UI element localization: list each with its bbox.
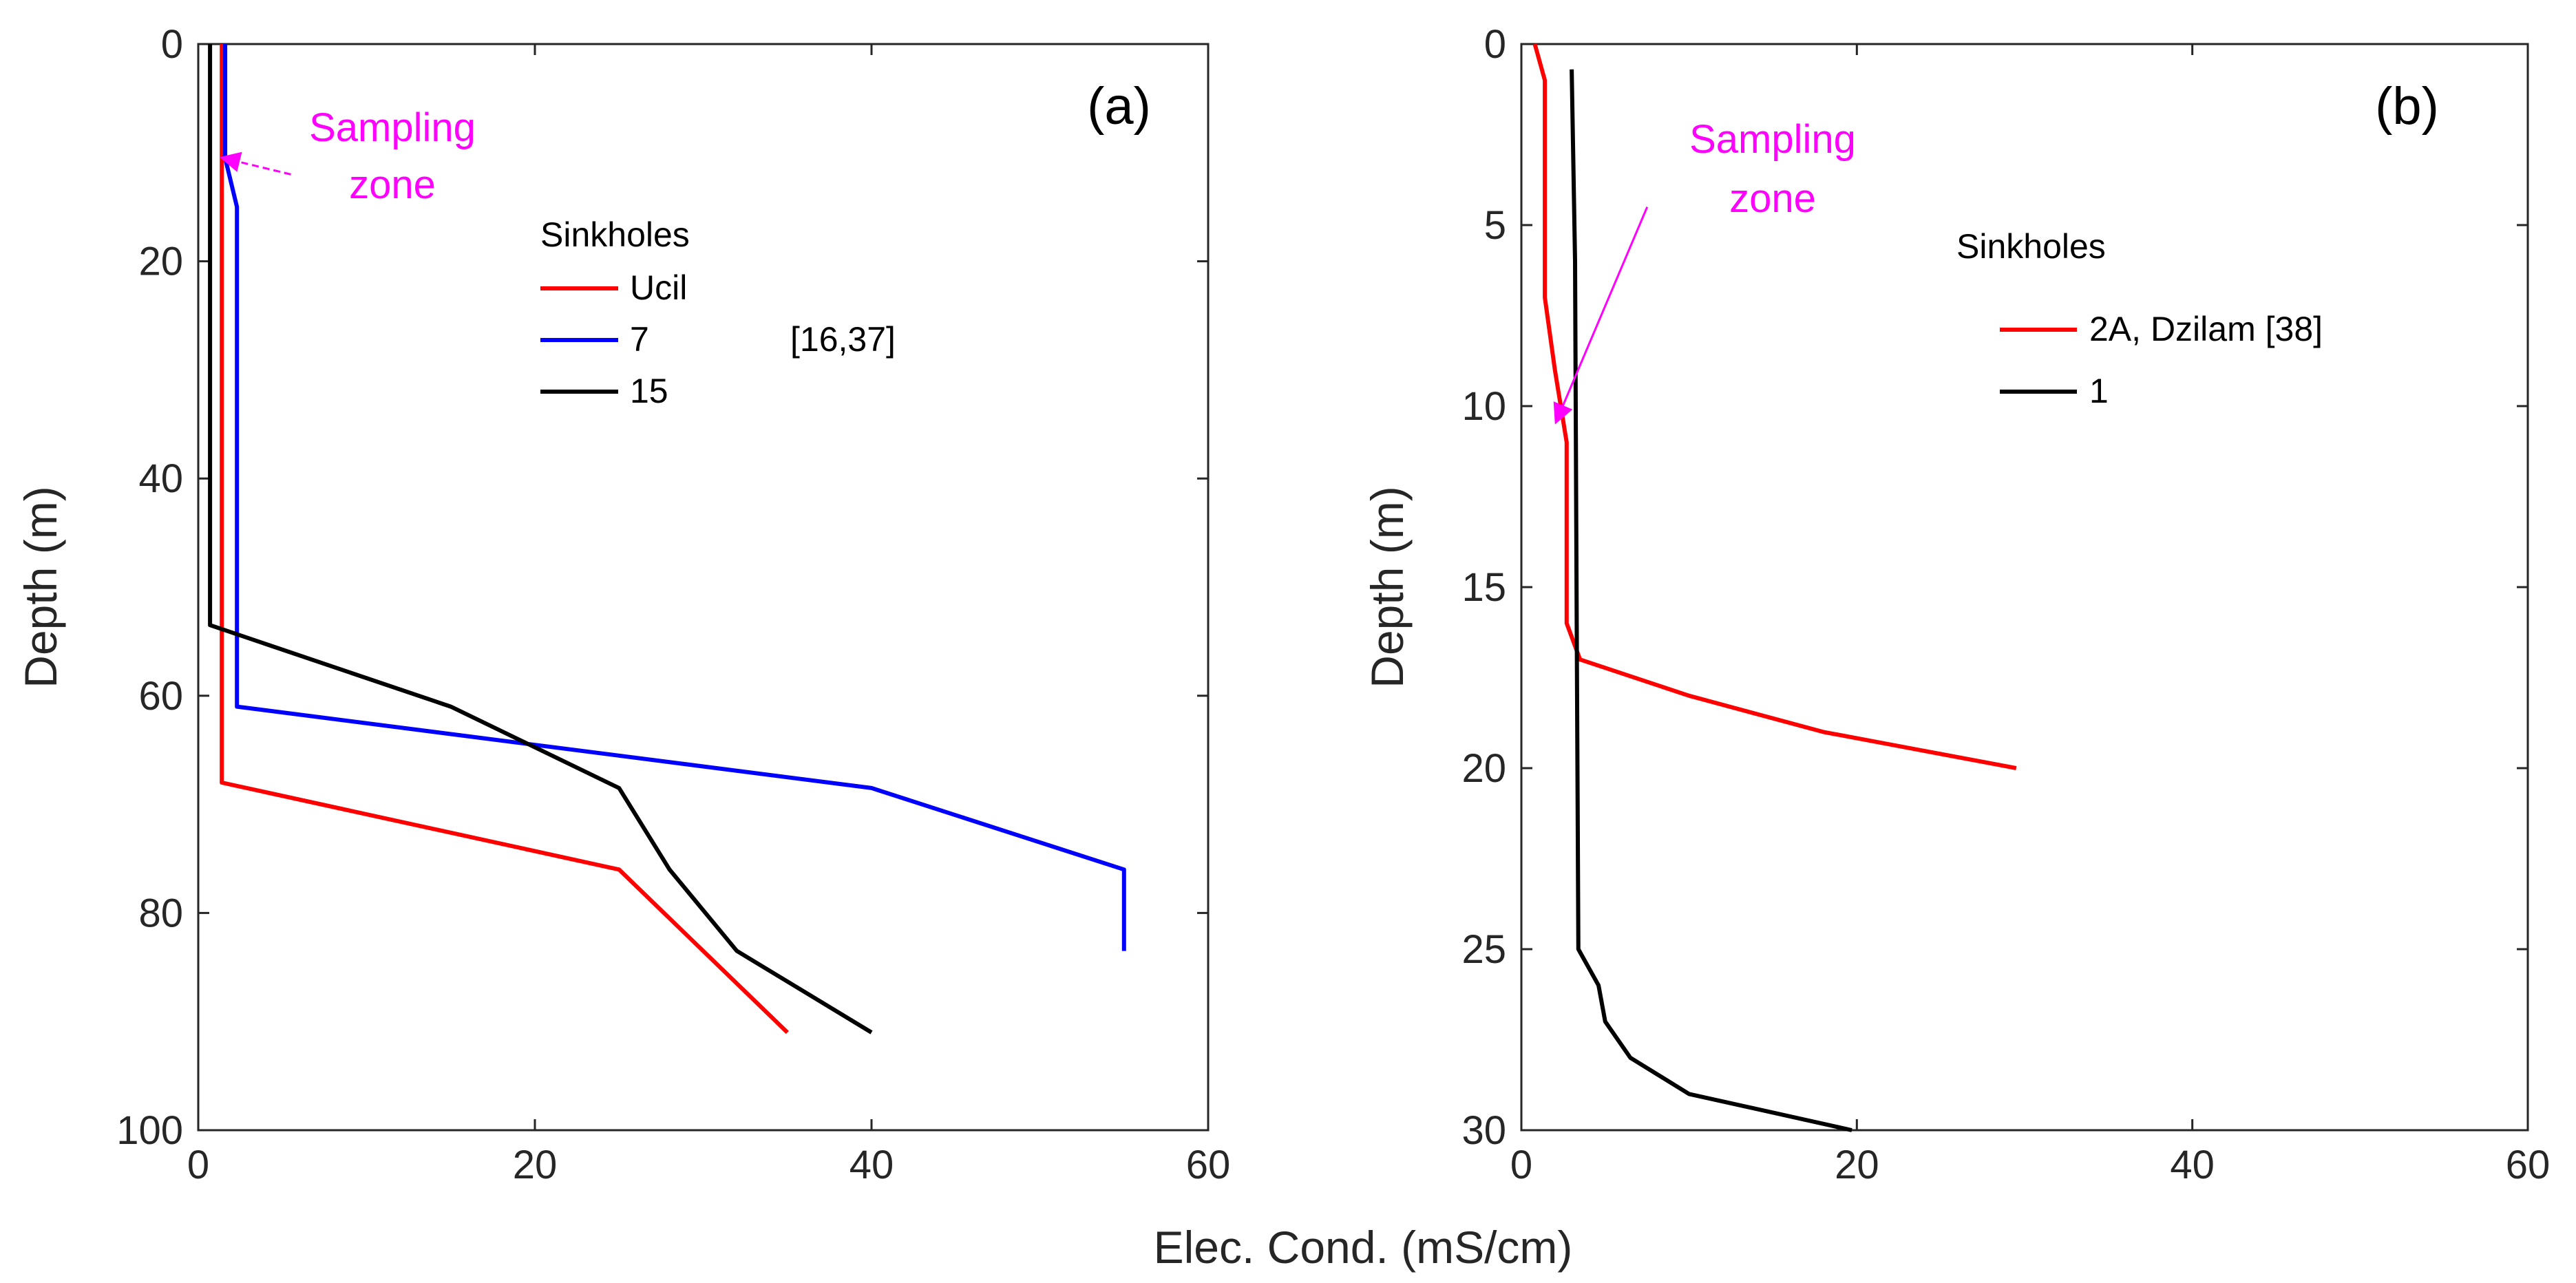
panel-b-legend-title: Sinkholes bbox=[1956, 227, 2106, 266]
panel-a-legend-label: 7 bbox=[630, 320, 649, 359]
panel-a-series-line bbox=[220, 44, 789, 1035]
panel-b-y-tick-label: 15 bbox=[1461, 565, 1506, 610]
panel-a-legend-label: Ucil bbox=[630, 268, 687, 307]
panel-a-y-tick-label: 80 bbox=[138, 891, 183, 935]
panel-a-annotation-line1: Sampling bbox=[309, 105, 476, 150]
panel-b-series-line bbox=[1570, 69, 1852, 1132]
panel-a-y-tick-label: 100 bbox=[116, 1108, 183, 1153]
panel-b-ticks: 0 20 40 60 0 5 10 15 20 25 30 bbox=[1461, 22, 2550, 1187]
panel-b-plot-area bbox=[1520, 43, 2529, 1132]
panel-a-x-tick-label: 60 bbox=[1186, 1143, 1231, 1187]
panel-b-y-tick-label: 0 bbox=[1484, 22, 1506, 67]
panel-a-y-axis-label: Depth (m) bbox=[15, 486, 66, 688]
panel-a-legend-label: 15 bbox=[630, 372, 668, 410]
panel-a-annotation-arrow bbox=[219, 151, 291, 176]
panel-b-annotation-arrow bbox=[1553, 206, 1649, 425]
panel-b-x-tick-label: 60 bbox=[2506, 1143, 2551, 1187]
panel-a-x-tick-label: 40 bbox=[849, 1143, 894, 1187]
panel-a-ticks: 0 20 40 60 0 20 40 60 80 100 bbox=[116, 22, 1230, 1187]
panel-b-y-axis-label: Depth (m) bbox=[1362, 486, 1413, 688]
panel-b-y-tick-label: 20 bbox=[1461, 746, 1506, 791]
panel-a-y-tick-label: 40 bbox=[138, 456, 183, 501]
panel-b-label: (b) bbox=[2375, 77, 2439, 136]
panel-a-label: (a) bbox=[1087, 77, 1151, 136]
panel-a-sampling-zone-annotation: Sampling zone bbox=[219, 105, 476, 207]
panel-a-y-tick-label: 0 bbox=[161, 22, 183, 67]
panel-a-annotation-line2: zone bbox=[349, 162, 436, 207]
panel-b-sampling-zone-annotation: Sampling zone bbox=[1553, 117, 1856, 425]
panel-b-x-tick-label: 40 bbox=[2170, 1143, 2215, 1187]
panel-b-y-tick-label: 30 bbox=[1461, 1108, 1506, 1153]
panel-b-legend-label: 1 bbox=[2089, 372, 2109, 410]
panel-b-legend-label: 2A, Dzilam [38] bbox=[2089, 310, 2323, 348]
panel-a-legend-items: Ucil 7 15 bbox=[540, 268, 687, 410]
panel-b-legend: Sinkholes 2A, Dzilam [38] 1 bbox=[1956, 227, 2323, 410]
panel-a-y-tick-label: 20 bbox=[138, 240, 183, 284]
panel-b-x-tick-label: 20 bbox=[1835, 1143, 1879, 1187]
panel-b-legend-items: 2A, Dzilam [38] 1 bbox=[2000, 310, 2323, 410]
panel-b-y-tick-label: 5 bbox=[1484, 203, 1506, 248]
panel-a-x-tick-label: 20 bbox=[513, 1143, 558, 1187]
panel-b-x-tick-label: 0 bbox=[1510, 1143, 1532, 1187]
panel-b-series bbox=[1532, 43, 2017, 1132]
panel-b-series-line bbox=[1532, 43, 2017, 770]
shared-x-axis-label: Elec. Cond. (mS/cm) bbox=[1154, 1222, 1573, 1273]
panel-b-y-tick-label: 10 bbox=[1461, 384, 1506, 429]
panel-a-legend-reference: [16,37] bbox=[790, 320, 896, 359]
panel-b-annotation-line1: Sampling bbox=[1689, 117, 1856, 162]
panel-a-legend-title: Sinkholes bbox=[540, 215, 690, 254]
panel-a-series-line bbox=[208, 44, 873, 1035]
panel-a-x-tick-label: 0 bbox=[187, 1143, 209, 1187]
panel-a-y-tick-label: 60 bbox=[138, 674, 183, 719]
panel-b-y-tick-label: 25 bbox=[1461, 927, 1506, 972]
panel-b-annotation-line2: zone bbox=[1729, 176, 1816, 221]
panel-b: 0 20 40 60 0 5 10 15 20 25 30 Depth (m) (b) Sampli… bbox=[1362, 22, 2550, 1187]
panel-a: 0 20 40 60 0 20 40 60 80 100 Depth (m) (a) Sampli… bbox=[15, 22, 1230, 1187]
panel-a-legend: Sinkholes Ucil 7 15 [16,37] bbox=[540, 215, 896, 410]
